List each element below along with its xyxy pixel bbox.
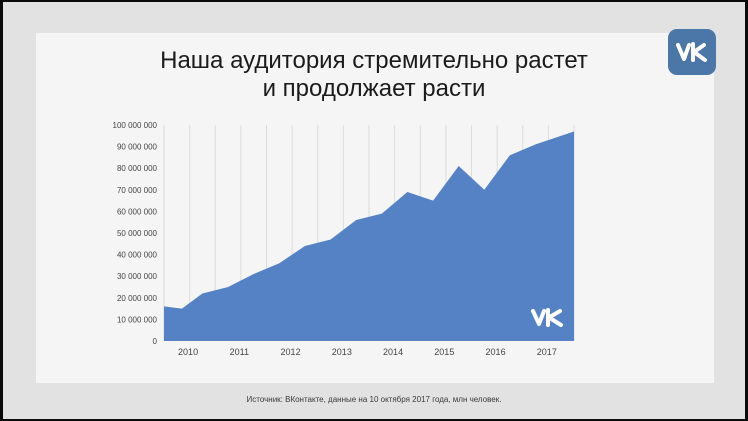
vk-watermark-icon bbox=[531, 308, 563, 327]
vk-logo-badge bbox=[668, 29, 716, 75]
x-tick-label: 2011 bbox=[230, 347, 249, 357]
screen-background bbox=[3, 2, 745, 419]
vk-logo-icon bbox=[676, 42, 707, 62]
y-tick-label: 100 000 000 bbox=[113, 121, 158, 130]
y-tick-label: 80 000 000 bbox=[117, 164, 158, 173]
y-tick-label: 10 000 000 bbox=[117, 315, 158, 324]
x-tick-label: 2012 bbox=[281, 347, 301, 357]
y-tick-label: 70 000 000 bbox=[117, 186, 158, 195]
y-tick-label: 20 000 000 bbox=[117, 294, 158, 303]
y-tick-label: 90 000 000 bbox=[117, 143, 158, 152]
x-tick-label: 2010 bbox=[178, 347, 198, 357]
y-tick-label: 40 000 000 bbox=[117, 251, 158, 260]
x-tick-label: 2013 bbox=[332, 347, 352, 357]
slide-title: Наша аудитория стремительно растет и про… bbox=[0, 47, 748, 103]
x-tick-label: 2014 bbox=[383, 347, 403, 357]
y-tick-label: 0 bbox=[153, 337, 158, 346]
y-tick-label: 50 000 000 bbox=[117, 229, 158, 238]
x-tick-label: 2016 bbox=[486, 347, 506, 357]
x-tick-label: 2015 bbox=[434, 347, 454, 357]
slide-title-line-1: Наша аудитория стремительно растет bbox=[160, 47, 588, 74]
area-series bbox=[164, 131, 574, 341]
y-tick-label: 60 000 000 bbox=[117, 207, 158, 216]
x-tick-label: 2017 bbox=[537, 347, 557, 357]
y-tick-label: 30 000 000 bbox=[117, 272, 158, 281]
source-note: Источник: ВКонтакте, данные на 10 октябр… bbox=[246, 395, 502, 404]
slide-title-line-2: и продолжает расти bbox=[262, 75, 486, 102]
